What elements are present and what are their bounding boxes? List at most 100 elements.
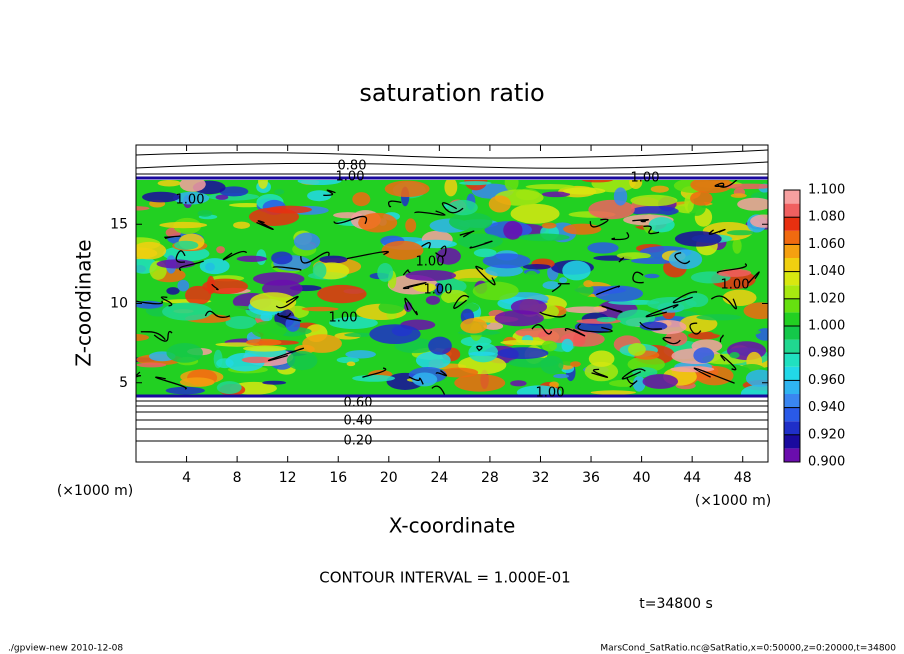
field-blob <box>286 351 318 371</box>
contour-line <box>268 347 305 362</box>
field-blob <box>583 280 594 288</box>
contour-label: 0.20 <box>344 434 373 449</box>
x-tick-label: 48 <box>734 470 752 486</box>
field-blob <box>236 255 268 262</box>
x-tick-label: 16 <box>329 470 347 486</box>
field-blob <box>281 331 302 337</box>
field-blob <box>301 306 339 312</box>
field-blob <box>271 251 293 265</box>
field-blob <box>307 190 332 202</box>
field-blob <box>540 355 564 375</box>
field-blob <box>344 332 374 337</box>
contour-line <box>421 242 431 249</box>
field-blob <box>584 361 619 382</box>
field-blob <box>312 262 327 280</box>
contour-line <box>256 220 274 230</box>
field-blob <box>162 302 213 321</box>
field-blob <box>165 386 205 395</box>
field-blob <box>693 347 715 364</box>
colorbar-tick-label: 1.100 <box>808 183 845 198</box>
field-blob <box>630 194 678 207</box>
field-blob <box>243 345 287 352</box>
contour-line <box>601 305 623 314</box>
field-blob <box>722 289 757 307</box>
y-axis-label: Z-coordinate <box>72 239 96 366</box>
colorbar-segment <box>784 448 800 462</box>
contour-line <box>431 385 446 395</box>
contour-line <box>551 283 570 293</box>
contour-line <box>404 297 418 316</box>
field-blob <box>202 278 249 295</box>
field-blob <box>712 327 761 337</box>
colorbar-tick-label: 0.940 <box>808 400 845 415</box>
field-blob <box>346 361 356 367</box>
contour-line <box>708 228 726 235</box>
contour-line <box>539 311 567 318</box>
contour-label: 0.40 <box>344 414 373 429</box>
contour-label: 1.00 <box>536 386 565 401</box>
field-blob <box>644 273 660 279</box>
y-unit: (×1000 m) <box>57 483 133 499</box>
contour-label: 1.00 <box>329 311 358 326</box>
contour-line <box>632 219 649 223</box>
field-blob <box>515 327 553 338</box>
field-blob <box>274 189 285 195</box>
contour-line <box>693 367 735 384</box>
field-blob <box>457 233 503 249</box>
contour-label: 0.60 <box>344 396 373 411</box>
colorbar-segment <box>784 353 800 367</box>
colorbar-segment <box>784 244 800 258</box>
field-blob <box>336 356 360 364</box>
field-blob <box>737 197 768 211</box>
contour-line <box>272 266 302 271</box>
contour-line <box>719 334 724 343</box>
contour-line <box>717 180 738 188</box>
field <box>136 180 768 395</box>
field-blob <box>428 336 452 355</box>
contour-line <box>280 312 292 318</box>
field-blob <box>435 247 461 265</box>
field-blob <box>136 362 167 368</box>
field-blob <box>630 205 679 217</box>
contour-line <box>564 328 586 337</box>
colorbar-segment <box>784 421 800 435</box>
field-blob <box>608 379 639 387</box>
field-blob <box>174 240 199 250</box>
field-blob <box>588 199 635 220</box>
field-blob <box>449 212 493 231</box>
footer-left: ./gpview-new 2010-12-08 <box>8 644 123 654</box>
field-blob <box>441 289 469 304</box>
x-tick-label: 40 <box>633 470 651 486</box>
contour-line <box>155 376 187 390</box>
field-blob <box>587 242 619 254</box>
contour-line <box>672 291 698 304</box>
colorbar-segment <box>784 258 800 272</box>
field-blob <box>724 183 768 190</box>
field-blob <box>329 316 378 329</box>
x-tick-label: 24 <box>430 470 448 486</box>
field-blob <box>249 292 297 312</box>
contour-line <box>632 271 644 284</box>
field-blob <box>670 366 715 373</box>
field-blob <box>317 284 367 304</box>
contour-line <box>639 321 663 330</box>
field-blob <box>156 259 196 269</box>
field-blob <box>559 277 568 284</box>
field-blob <box>458 181 492 186</box>
colorbar-tick-label: 0.920 <box>808 427 845 442</box>
field-blob <box>345 350 376 359</box>
x-axis-label: X-coordinate <box>389 514 516 538</box>
footer-right: MarsCond_SatRatio.nc@SatRatio,x=0:50000,… <box>600 644 896 654</box>
field-blob <box>674 231 722 247</box>
field-blob <box>447 199 478 216</box>
field-blob <box>510 380 527 387</box>
field-blob <box>642 374 679 389</box>
field-blob <box>136 334 150 341</box>
field-blob <box>179 377 215 387</box>
contour-line <box>720 354 737 371</box>
field-blob <box>177 279 190 292</box>
field-blob <box>632 376 646 392</box>
field-blob <box>179 180 206 192</box>
colorbar-tick-label: 0.960 <box>808 373 845 388</box>
field-blob <box>233 221 251 229</box>
